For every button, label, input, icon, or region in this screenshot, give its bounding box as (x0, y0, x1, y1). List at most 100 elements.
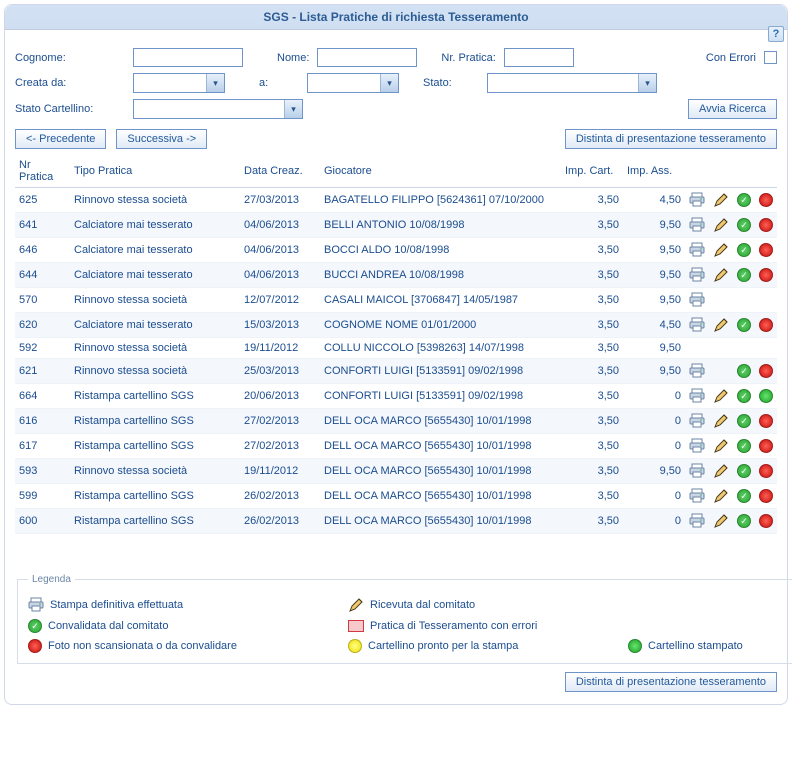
status-dot-icon[interactable] (759, 318, 773, 332)
table-row[interactable]: 621Rinnovo stessa società25/03/2013CONFO… (15, 359, 777, 384)
stato-combo[interactable]: ▾ (487, 73, 657, 93)
check-green-icon[interactable] (737, 364, 751, 378)
col-data[interactable]: Data Creaz. (240, 155, 320, 188)
check-green-icon[interactable] (737, 514, 751, 528)
check-green-icon[interactable] (737, 464, 751, 478)
dot-green-icon (628, 639, 642, 653)
status-dot-icon[interactable] (759, 489, 773, 503)
printer-icon[interactable] (689, 388, 705, 404)
printer-icon[interactable] (689, 292, 705, 308)
status-dot-icon[interactable] (759, 514, 773, 528)
table-row[interactable]: 599Ristampa cartellino SGS26/02/2013DELL… (15, 484, 777, 509)
next-button[interactable]: Successiva -> (116, 129, 207, 149)
check-green-icon[interactable] (737, 414, 751, 428)
table-row[interactable]: 616Ristampa cartellino SGS27/02/2013DELL… (15, 409, 777, 434)
a-combo[interactable]: ▾ (307, 73, 399, 93)
pencil-icon[interactable] (713, 267, 729, 283)
pencil-icon[interactable] (713, 217, 729, 233)
check-green-icon[interactable] (737, 439, 751, 453)
check-green-icon[interactable] (737, 489, 751, 503)
cell-nr: 641 (15, 213, 70, 238)
pencil-icon[interactable] (713, 242, 729, 258)
check-green-icon[interactable] (737, 318, 751, 332)
cell-data: 04/06/2013 (240, 238, 320, 263)
printer-icon[interactable] (689, 363, 705, 379)
stato-cartellino-combo[interactable]: ▾ (133, 99, 303, 119)
creata-da-combo[interactable]: ▾ (133, 73, 225, 93)
cell-ass: 9,50 (623, 238, 685, 263)
status-dot-icon[interactable] (759, 414, 773, 428)
printer-icon[interactable] (689, 242, 705, 258)
status-dot-icon[interactable] (759, 218, 773, 232)
error-box-icon (348, 620, 364, 632)
avvia-ricerca-button[interactable]: Avvia Ricerca (688, 99, 777, 119)
table-row[interactable]: 620Calciatore mai tesserato15/03/2013COG… (15, 313, 777, 338)
printer-icon[interactable] (689, 463, 705, 479)
status-dot-icon[interactable] (759, 268, 773, 282)
status-dot-icon[interactable] (759, 389, 773, 403)
printer-icon[interactable] (689, 192, 705, 208)
status-dot-icon[interactable] (759, 464, 773, 478)
table-row[interactable]: 625Rinnovo stessa società27/03/2013BAGAT… (15, 188, 777, 213)
help-icon[interactable]: ? (768, 26, 784, 42)
status-dot-icon[interactable] (759, 243, 773, 257)
col-gioc[interactable]: Giocatore (320, 155, 561, 188)
nrpratica-input[interactable] (504, 48, 574, 67)
pencil-icon[interactable] (713, 463, 729, 479)
pencil-icon[interactable] (713, 513, 729, 529)
pencil-icon[interactable] (713, 317, 729, 333)
table-row[interactable]: 593Rinnovo stessa società19/11/2012DELL … (15, 459, 777, 484)
chevron-down-icon[interactable]: ▾ (284, 100, 302, 118)
table-row[interactable]: 570Rinnovo stessa società12/07/2012CASAL… (15, 288, 777, 313)
pencil-icon[interactable] (713, 192, 729, 208)
prev-button[interactable]: <- Precedente (15, 129, 106, 149)
pencil-icon[interactable] (713, 413, 729, 429)
status-dot-icon[interactable] (759, 364, 773, 378)
pencil-icon[interactable] (713, 488, 729, 504)
printer-icon[interactable] (689, 488, 705, 504)
printer-icon[interactable] (689, 413, 705, 429)
table-row[interactable]: 592Rinnovo stessa società19/11/2012COLLU… (15, 338, 777, 359)
filter-form: Cognome: Nome: Nr. Pratica: Con Errori C… (15, 48, 777, 119)
printer-icon[interactable] (689, 267, 705, 283)
cell-gioc: BELLI ANTONIO 10/08/1998 (320, 213, 561, 238)
cell-ass: 0 (623, 509, 685, 534)
col-cart[interactable]: Imp. Cart. (561, 155, 623, 188)
cell-data: 15/03/2013 (240, 313, 320, 338)
pencil-icon[interactable] (713, 388, 729, 404)
cognome-input[interactable] (133, 48, 243, 67)
nome-input[interactable] (317, 48, 417, 67)
cell-cart: 3,50 (561, 434, 623, 459)
col-nr[interactable]: Nr Pratica (15, 155, 70, 188)
chevron-down-icon[interactable]: ▾ (380, 74, 398, 92)
check-green-icon[interactable] (737, 218, 751, 232)
printer-icon[interactable] (689, 217, 705, 233)
check-green-icon[interactable] (737, 268, 751, 282)
distinta-bottom-button[interactable]: Distinta di presentazione tesseramento (565, 672, 777, 692)
printer-icon[interactable] (689, 438, 705, 454)
chevron-down-icon[interactable]: ▾ (206, 74, 224, 92)
conerrori-checkbox[interactable] (764, 51, 777, 64)
cell-tipo: Ristampa cartellino SGS (70, 409, 240, 434)
check-green-icon[interactable] (737, 243, 751, 257)
status-dot-icon[interactable] (759, 439, 773, 453)
col-tipo[interactable]: Tipo Pratica (70, 155, 240, 188)
check-green-icon[interactable] (737, 193, 751, 207)
cell-cart: 3,50 (561, 459, 623, 484)
pencil-icon[interactable] (713, 438, 729, 454)
cell-nr: 599 (15, 484, 70, 509)
chevron-down-icon[interactable]: ▾ (638, 74, 656, 92)
table-row[interactable]: 644Calciatore mai tesserato04/06/2013BUC… (15, 263, 777, 288)
status-dot-icon[interactable] (759, 193, 773, 207)
table-row[interactable]: 646Calciatore mai tesserato04/06/2013BOC… (15, 238, 777, 263)
table-row[interactable]: 664Ristampa cartellino SGS20/06/2013CONF… (15, 384, 777, 409)
printer-icon[interactable] (689, 317, 705, 333)
printer-icon[interactable] (689, 513, 705, 529)
cell-tipo: Ristampa cartellino SGS (70, 509, 240, 534)
check-green-icon[interactable] (737, 389, 751, 403)
table-row[interactable]: 600Ristampa cartellino SGS26/02/2013DELL… (15, 509, 777, 534)
table-row[interactable]: 641Calciatore mai tesserato04/06/2013BEL… (15, 213, 777, 238)
col-ass[interactable]: Imp. Ass. (623, 155, 685, 188)
distinta-top-button[interactable]: Distinta di presentazione tesseramento (565, 129, 777, 149)
table-row[interactable]: 617Ristampa cartellino SGS27/02/2013DELL… (15, 434, 777, 459)
